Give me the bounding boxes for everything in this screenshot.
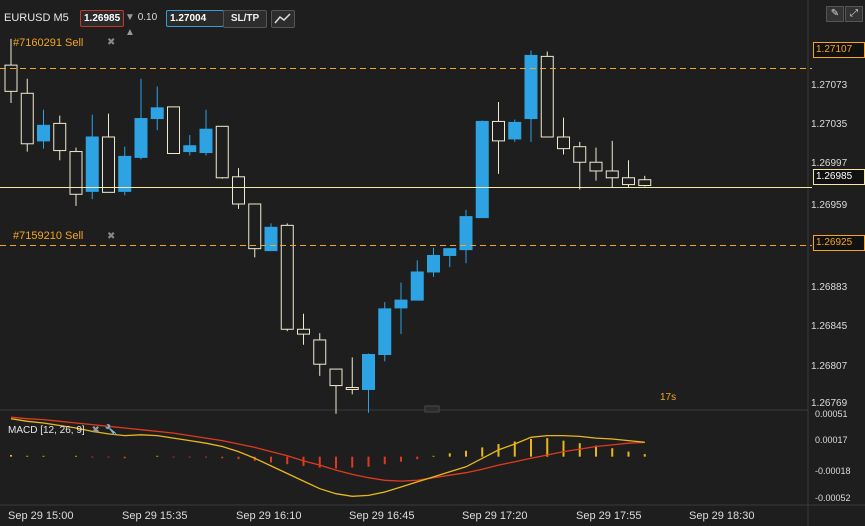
price-axis-label: 1.26845 xyxy=(811,321,848,332)
candle-body xyxy=(53,122,67,152)
candle-body xyxy=(199,128,213,154)
candle-body xyxy=(37,124,50,142)
current-price-tag: 1.26985 xyxy=(813,169,865,185)
candle-body xyxy=(427,254,440,273)
price-axis-label: 1.26959 xyxy=(811,200,848,211)
candle-body xyxy=(102,136,115,193)
candle-body xyxy=(540,55,554,138)
order-label-1[interactable]: #7160291 Sell xyxy=(13,37,84,49)
candle-body xyxy=(297,328,310,335)
ask-price-box[interactable]: 1.27004 xyxy=(166,10,224,27)
spread-value: 0.10 xyxy=(137,12,158,23)
candle-body xyxy=(215,125,229,179)
candle-body xyxy=(638,179,652,187)
time-axis-label: Sep 29 16:45 xyxy=(349,510,415,522)
candle-body xyxy=(20,92,34,145)
order-label-2[interactable]: #7159210 Sell xyxy=(13,230,84,242)
chart-header: EURUSD M5 1.26985 ▼ 0.10 ▲ 1.27004 SL/TP… xyxy=(0,0,865,38)
candle-body xyxy=(4,64,18,92)
candle-body xyxy=(248,203,262,250)
candle-body xyxy=(394,299,408,309)
close-order-icon[interactable]: ✖ xyxy=(107,231,116,242)
candle-body xyxy=(134,118,148,158)
candle-body xyxy=(508,121,522,140)
spread-label: ▼ 0.10 ▲ xyxy=(122,10,170,38)
close-indicator-icon[interactable]: ✖ xyxy=(91,425,100,436)
candle-body xyxy=(410,271,424,301)
time-axis-label: Sep 29 16:10 xyxy=(236,510,302,522)
candle-timer: 17s xyxy=(660,392,677,403)
time-axis-label: Sep 29 17:55 xyxy=(576,510,642,522)
macd-main-line xyxy=(10,418,645,497)
candle-body xyxy=(150,107,164,120)
candle-body xyxy=(313,339,327,365)
candle-body xyxy=(280,224,294,330)
price-axis-label: 1.26883 xyxy=(811,282,848,293)
spread-up-icon: ▲ xyxy=(125,27,135,38)
macd-axis-label: 0.00051 xyxy=(815,409,848,419)
price-axis-label: 1.26997 xyxy=(811,158,848,169)
candle-body xyxy=(345,387,359,390)
pane-splitter[interactable] xyxy=(424,405,440,413)
time-axis-label: Sep 29 15:35 xyxy=(122,510,188,522)
trend-line-icon xyxy=(274,13,291,24)
candle-body xyxy=(69,151,83,195)
macd-signal-line xyxy=(10,416,645,482)
candle-body xyxy=(492,120,505,142)
macd-axis-label: -0.00052 xyxy=(815,493,851,503)
candle-body xyxy=(85,136,99,192)
candle-body xyxy=(622,177,635,186)
price-axis-label: 1.27035 xyxy=(811,119,848,130)
candle-body xyxy=(443,248,457,256)
candle-body xyxy=(118,155,132,192)
price-axis-label: 1.26769 xyxy=(811,398,848,409)
candle-body xyxy=(605,170,619,179)
sltp-button[interactable]: SL/TP xyxy=(223,10,267,28)
candle-body xyxy=(524,54,538,120)
order-price-tag-1: 1.27107 xyxy=(813,42,865,58)
spread-down-icon: ▼ xyxy=(125,12,138,23)
time-axis-label: Sep 29 17:20 xyxy=(462,510,528,522)
price-axis-label: 1.27073 xyxy=(811,80,848,91)
order-price-tag-2: 1.26925 xyxy=(813,235,865,251)
macd-axis-label: -0.00018 xyxy=(815,466,851,476)
pencil-icon[interactable]: ✎ xyxy=(826,6,844,22)
macd-indicator-label: MACD [12, 26, 9] ✖ 🔧 xyxy=(8,425,117,436)
price-axis-label: 1.26807 xyxy=(811,361,848,372)
candle-body xyxy=(183,145,197,153)
candle-body xyxy=(329,368,343,387)
symbol-label: EURUSD M5 xyxy=(4,12,69,24)
candle-body xyxy=(362,354,375,390)
candle-body xyxy=(264,226,278,252)
bid-price-box[interactable]: 1.26985 xyxy=(80,10,124,27)
candle-body xyxy=(378,308,392,356)
candle-body xyxy=(589,161,603,172)
candle-body xyxy=(459,216,473,251)
macd-title: MACD [12, 26, 9] xyxy=(8,425,85,436)
candle-body xyxy=(232,176,245,205)
close-order-icon[interactable]: ✖ xyxy=(107,37,116,48)
macd-axis-label: 0.00017 xyxy=(815,435,848,445)
expand-icon[interactable]: ⤢ xyxy=(845,6,863,22)
time-axis-label: Sep 29 15:00 xyxy=(8,510,74,522)
candle-body xyxy=(167,106,180,154)
candle-body xyxy=(557,136,570,150)
trend-line-button[interactable] xyxy=(271,10,295,28)
candle-body xyxy=(573,146,587,163)
time-axis-label: Sep 29 18:30 xyxy=(689,510,755,522)
wrench-icon[interactable]: 🔧 xyxy=(104,425,118,436)
candle-body xyxy=(475,120,489,219)
